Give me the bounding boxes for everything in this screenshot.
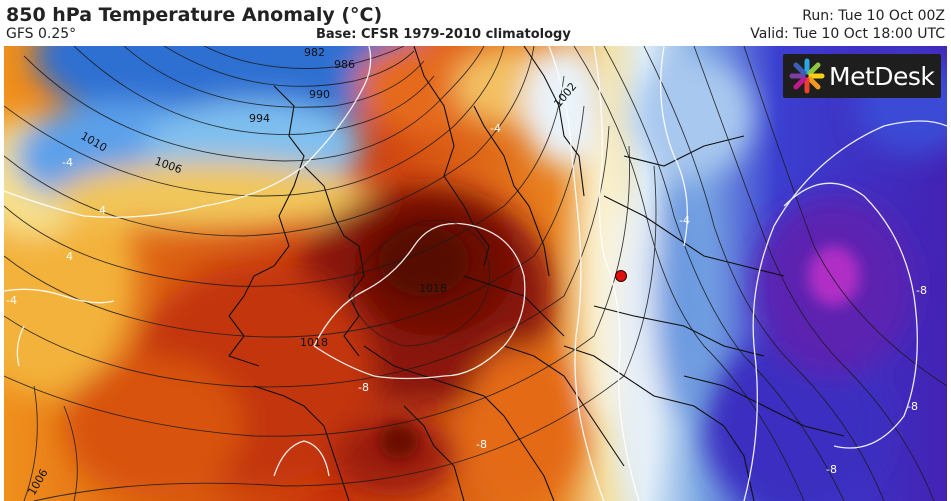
map-title: 850 hPa Temperature Anomaly (°C) <box>6 4 383 26</box>
anomaly-label: -8 <box>358 381 369 394</box>
valid-time-label: Valid: Tue 10 Oct 18:00 UTC <box>750 26 945 42</box>
anomaly-label: 4 <box>66 250 73 263</box>
isobar-label: 982 <box>304 46 325 59</box>
map-canvas: 982 986 990 994 1010 1006 1002 1018 1018… <box>4 46 947 501</box>
metdesk-logo-text: MetDesk <box>829 61 935 91</box>
isobar-label: 986 <box>334 58 355 71</box>
run-time-label: Run: Tue 10 Oct 00Z <box>802 8 945 24</box>
metdesk-logo: MetDesk <box>783 54 941 98</box>
anomaly-label: 4 <box>99 204 106 217</box>
isobar-label: 1018 <box>300 336 328 349</box>
anomaly-label: -4 <box>490 122 501 135</box>
anomaly-label: -8 <box>916 284 927 297</box>
anomaly-map: 982 986 990 994 1010 1006 1002 1018 1018… <box>4 46 947 501</box>
coastline-lines <box>228 46 845 501</box>
isobar-label: 1018 <box>419 282 447 295</box>
anomaly-label: -4 <box>6 294 17 307</box>
climatology-base-label: Base: CFSR 1979-2010 climatology <box>316 27 571 42</box>
model-label: GFS 0.25° <box>6 26 77 42</box>
isobar-label: 994 <box>249 112 270 125</box>
location-marker <box>615 270 627 282</box>
anomaly-core-blobs <box>379 226 860 459</box>
metdesk-logo-icon <box>789 58 825 94</box>
anomaly-contours <box>4 46 947 501</box>
anomaly-label-group: -4 4 -4 4 -4 -8 -8 -8 -8 -8 -4 <box>6 122 927 476</box>
map-header: 850 hPa Temperature Anomaly (°C) GFS 0.2… <box>0 0 951 46</box>
anomaly-label: -4 <box>62 156 73 169</box>
anomaly-label: -8 <box>476 438 487 451</box>
anomaly-label: -8 <box>907 400 918 413</box>
anomaly-label: -8 <box>826 463 837 476</box>
isobar-label: 990 <box>309 88 330 101</box>
warm-core-outline <box>353 219 491 347</box>
anomaly-label: -4 <box>679 214 690 227</box>
